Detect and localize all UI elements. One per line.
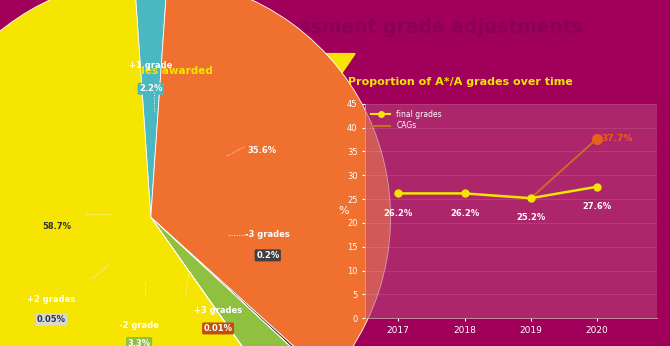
Text: 3.3%: 3.3% (127, 339, 151, 346)
Text: % of grades awarded: % of grades awarded (88, 66, 213, 76)
Polygon shape (315, 54, 355, 83)
Text: Proportion of A*/A grades over time: Proportion of A*/A grades over time (348, 78, 573, 87)
Text: 0.05%: 0.05% (37, 315, 66, 324)
Wedge shape (134, 0, 168, 217)
Text: No change: No change (12, 204, 62, 213)
Wedge shape (151, 217, 289, 346)
Text: 58.7%: 58.7% (43, 222, 72, 231)
Wedge shape (151, 217, 327, 346)
Text: -2 grade: -2 grade (119, 321, 159, 330)
Wedge shape (0, 0, 289, 346)
Text: 0.2%: 0.2% (256, 251, 279, 260)
Text: A levels centre assessment grade adjustments: A levels centre assessment grade adjustm… (88, 18, 582, 37)
Text: +3 grades: +3 grades (194, 307, 242, 316)
Text: +2 grades: +2 grades (27, 295, 76, 304)
Text: 2.2%: 2.2% (139, 84, 163, 93)
Wedge shape (151, 217, 327, 346)
Wedge shape (151, 217, 329, 346)
Wedge shape (151, 0, 391, 346)
Text: 0.01%: 0.01% (204, 324, 232, 333)
Text: +1 grade: +1 grade (129, 61, 172, 70)
Text: 37.7%: 37.7% (601, 134, 632, 143)
Text: -3 grades: -3 grades (245, 230, 290, 239)
Y-axis label: %: % (339, 206, 350, 216)
Text: 35.6%: 35.6% (247, 146, 277, 155)
Legend: final grades, CAGs: final grades, CAGs (369, 108, 444, 133)
Text: 26.2%: 26.2% (384, 209, 413, 218)
Text: 25.2%: 25.2% (516, 213, 545, 222)
Text: 26.2%: 26.2% (450, 209, 479, 218)
Text: 27.6%: 27.6% (582, 202, 612, 211)
Text: -1 grade: -1 grade (242, 125, 282, 134)
